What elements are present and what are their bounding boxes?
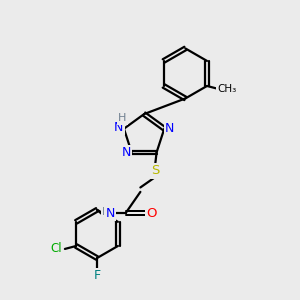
Text: H: H	[118, 113, 127, 123]
Text: N: N	[165, 122, 174, 135]
Text: N: N	[106, 207, 115, 220]
Text: H: H	[102, 207, 110, 217]
Text: Cl: Cl	[50, 242, 62, 255]
Text: CH₃: CH₃	[218, 85, 237, 94]
Text: N: N	[122, 146, 131, 159]
Text: F: F	[93, 269, 100, 282]
Text: N: N	[114, 121, 123, 134]
Text: S: S	[151, 164, 159, 177]
Text: O: O	[146, 207, 157, 220]
